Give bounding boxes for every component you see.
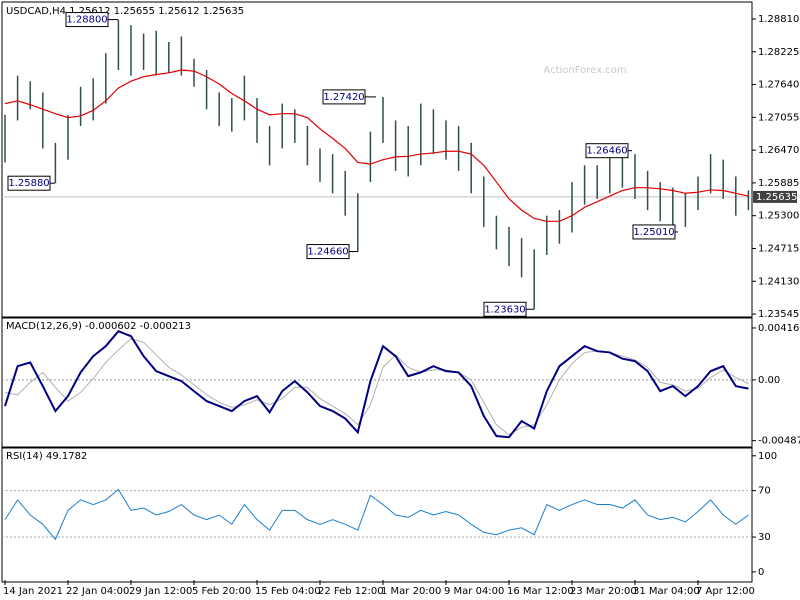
panel-frame [1,446,753,583]
signal-line [4,338,749,436]
y-tick-label: 0.00 [758,375,780,386]
annotation-label: 1.24660 [307,247,348,258]
annotation-box [632,224,676,240]
y-tick-label: 1.26470 [758,145,799,156]
last-price-label: 1.25635 [756,192,797,203]
y-tick-label: 1.27640 [758,80,799,91]
x-tick-label: 31 Mar 04:00 [633,586,700,597]
y-tick-label: 1.23545 [758,309,799,320]
y-tick-label: 30 [758,532,771,543]
panel-frame [1,316,753,449]
panel-title: MACD(12,26,9) -0.000602 -0.000213 [6,321,191,332]
last-price-box [753,190,797,203]
annotation-box [306,244,350,260]
annotation-label: 1.27420 [323,92,364,103]
x-tick-label: 7 Apr 12:00 [696,586,755,597]
panel-title: USDCAD,H4 1.25612 1.25655 1.25612 1.2563… [6,6,244,17]
watermark: ActionForex.com [543,65,626,76]
y-tick-label: 100 [758,451,777,462]
y-tick-label: 1.25300 [758,211,799,222]
annotation-label: 1.28800 [66,15,107,26]
rsi-line [4,488,749,541]
x-tick-label: 29 Jan 12:00 [129,586,192,597]
x-tick-label: 14 Jan 2021 [3,586,63,597]
x-tick-label: 23 Mar 20:00 [570,586,637,597]
macd-line [4,330,749,439]
y-tick-label: -0.004871 [758,436,800,447]
annotation-label: 1.23630 [484,304,525,315]
y-tick-label: 1.25885 [758,178,799,189]
x-tick-label: 5 Feb 20:00 [192,586,251,597]
panel-frame [1,1,753,319]
annotation-label: 1.26460 [586,146,627,157]
y-tick-label: 0.00416 [758,323,799,334]
annotation-box [322,89,366,105]
annotation-box [483,301,527,317]
annotation-label: 1.25010 [633,227,674,238]
x-tick-label: 22 Feb 12:00 [318,586,384,597]
x-tick-label: 15 Feb 04:00 [255,586,321,597]
moving-average [4,69,749,222]
annotation-box [65,12,109,28]
y-tick-label: 70 [758,486,771,497]
y-tick-label: 1.28225 [758,47,799,58]
x-tick-label: 16 Mar 12:00 [507,586,574,597]
y-tick-label: 1.28810 [758,14,799,25]
annotation-box [585,143,629,159]
x-tick-label: 22 Jan 04:00 [66,586,129,597]
y-tick-label: 0 [758,567,764,578]
annotation-label: 1.25880 [8,178,49,189]
annotation-box [7,175,51,191]
panel-title: RSI(14) 49.1782 [6,451,87,462]
x-tick-label: 1 Mar 20:00 [381,586,441,597]
y-tick-label: 1.27055 [758,112,799,123]
y-tick-label: 1.24130 [758,276,799,287]
y-tick-label: 1.24715 [758,243,799,254]
x-tick-label: 9 Mar 04:00 [444,586,504,597]
